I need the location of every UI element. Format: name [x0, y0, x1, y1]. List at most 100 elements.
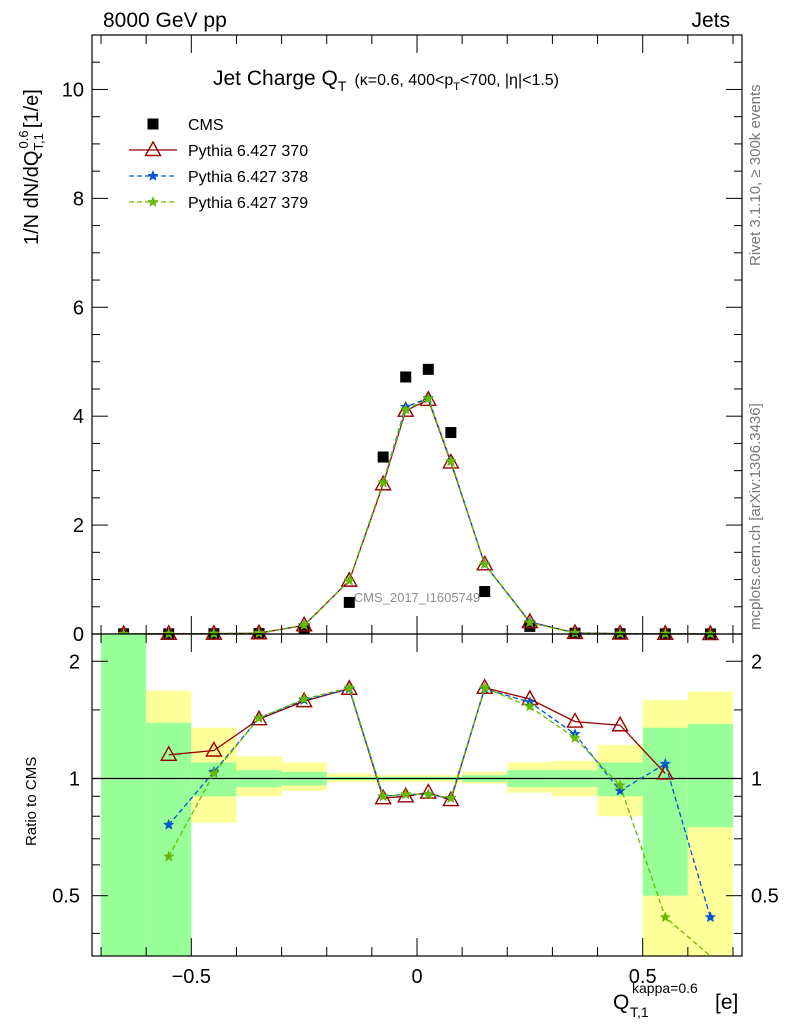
data-point	[569, 626, 581, 638]
ratio-y-tick-label: 1	[69, 768, 80, 790]
x-axis-label-main: Q	[613, 991, 629, 1014]
x-axis-label-sub: T,1	[630, 1004, 649, 1020]
legend: CMS Pythia 6.427 370 Pythia 6.427 378 Pythi…	[129, 117, 308, 212]
stat-band	[146, 722, 192, 956]
ratio-data-point	[611, 715, 629, 732]
ratio-data-point	[295, 691, 313, 708]
data-point	[399, 403, 412, 415]
ratio-data-point	[205, 741, 223, 757]
ratio-y-tick-label-right: 0.5	[751, 886, 779, 908]
ratio-data-point	[374, 788, 392, 805]
data-point	[442, 453, 460, 469]
data-point	[422, 392, 435, 404]
stat-band	[642, 727, 688, 896]
ratio-data-point	[250, 709, 268, 726]
ratio-data-point	[614, 784, 626, 796]
ratio-series-line	[168, 686, 711, 957]
ratio-data-point	[524, 700, 536, 712]
data-point	[162, 627, 175, 639]
y-tick-label: 8	[73, 188, 84, 210]
data-point	[422, 363, 434, 375]
ratio-series-pythia-6-427-379	[162, 681, 711, 957]
ratio-data-point	[419, 783, 437, 799]
ratio-data-point	[162, 818, 175, 830]
data-point	[374, 474, 392, 491]
data-point	[397, 401, 415, 417]
ratio-frame	[91, 633, 743, 957]
main-ticks: 0 2 4 6 8 10	[62, 34, 742, 646]
data-point	[659, 627, 672, 639]
ratio-data-point	[343, 681, 356, 693]
y-tick-label: 4	[73, 406, 84, 428]
ratio-x-tick-label: 0	[411, 966, 422, 988]
main-title: Jet Charge QT (κ=0.6, 400<pT<700, |η|<1.5…	[213, 67, 559, 94]
data-point	[343, 574, 356, 586]
data-point	[524, 620, 536, 632]
data-point	[400, 371, 412, 383]
ratio-data-point	[656, 764, 674, 780]
header-right: Jets	[691, 9, 730, 32]
y-tick-label: 2	[73, 515, 84, 537]
ratio-series	[160, 678, 717, 957]
ratio-data-point	[569, 732, 581, 743]
ratio-panel: 0.5 0.5 1 1 2 2 −0.5 0 0.5 Ratio to CMS Q T,1 ka…	[23, 633, 779, 1020]
legend-marker	[147, 195, 159, 207]
ratio-data-point	[442, 790, 460, 807]
ratio-data-point	[659, 757, 672, 769]
ratio-data-point	[298, 692, 310, 704]
data-point	[614, 627, 626, 639]
ratio-data-point	[160, 745, 178, 762]
watermark: CMS_2017_I1605749	[354, 590, 481, 605]
data-point	[524, 616, 536, 628]
data-point	[343, 596, 355, 608]
data-point	[478, 558, 491, 570]
ratio-y-tick-label: 2	[69, 651, 80, 673]
ratio-y-tick-label-right: 2	[751, 651, 762, 673]
ratio-data-point	[208, 767, 220, 779]
x-axis-label-unit: [e]	[715, 991, 738, 1014]
ratio-data-point	[566, 712, 584, 728]
data-point	[377, 451, 389, 463]
y-tick-label: 6	[73, 297, 84, 319]
data-point	[419, 390, 437, 407]
ratio-y-tick-label: 0.5	[52, 886, 80, 908]
y-tick-label: 10	[62, 79, 84, 101]
ratio-data-point	[399, 788, 412, 800]
data-point	[298, 623, 310, 635]
ratio-x-axis-label: Q T,1 kappa=0.6 [e]	[613, 980, 738, 1020]
ratio-data-point	[377, 790, 389, 802]
ratio-data-point	[478, 681, 491, 693]
x-axis-label-sup: kappa=0.6	[632, 980, 698, 996]
main-y-axis-label: 1/N dN/dQ0.6T,1[1/e]	[16, 89, 46, 245]
legend-marker	[144, 140, 162, 157]
ratio-data-point	[253, 711, 265, 723]
ratio-y-tick-label-right: 1	[751, 768, 762, 790]
ratio-data-point	[162, 850, 175, 862]
data-point	[445, 427, 457, 439]
ratio-x-tick-label: 0.5	[629, 966, 657, 988]
main-panel: 0 2 4 6 8 10 CMS_2017_I1605749 Jet Charge QT(…	[16, 34, 743, 646]
ratio-data-point	[659, 911, 672, 923]
stat-band	[101, 634, 147, 956]
ratio-data-point	[422, 788, 435, 800]
data-point	[253, 627, 265, 639]
legend-marker	[147, 169, 159, 181]
legend-label: CMS	[188, 117, 224, 134]
legend-label: Pythia 6.427 370	[188, 143, 308, 160]
y-tick-label: 0	[73, 624, 84, 646]
ratio-x-tick-label: −0.5	[172, 966, 211, 988]
data-point	[377, 476, 389, 488]
ratio-y-axis-label: Ratio to CMS	[23, 757, 40, 846]
data-point	[479, 586, 491, 598]
legend-label: Pythia 6.427 378	[188, 169, 308, 186]
ratio-data-point	[704, 911, 717, 923]
ratio-data-point	[614, 779, 626, 791]
ratio-data-point	[445, 792, 457, 804]
data-point	[208, 627, 220, 639]
svg-text:1/N dN/dQ0.6T,1[1/e]: 1/N dN/dQ0.6T,1[1/e]	[16, 89, 46, 245]
legend-marker	[147, 118, 159, 130]
legend-label: Pythia 6.427 379	[188, 195, 308, 212]
stat-band	[687, 724, 733, 828]
data-point	[298, 619, 310, 631]
